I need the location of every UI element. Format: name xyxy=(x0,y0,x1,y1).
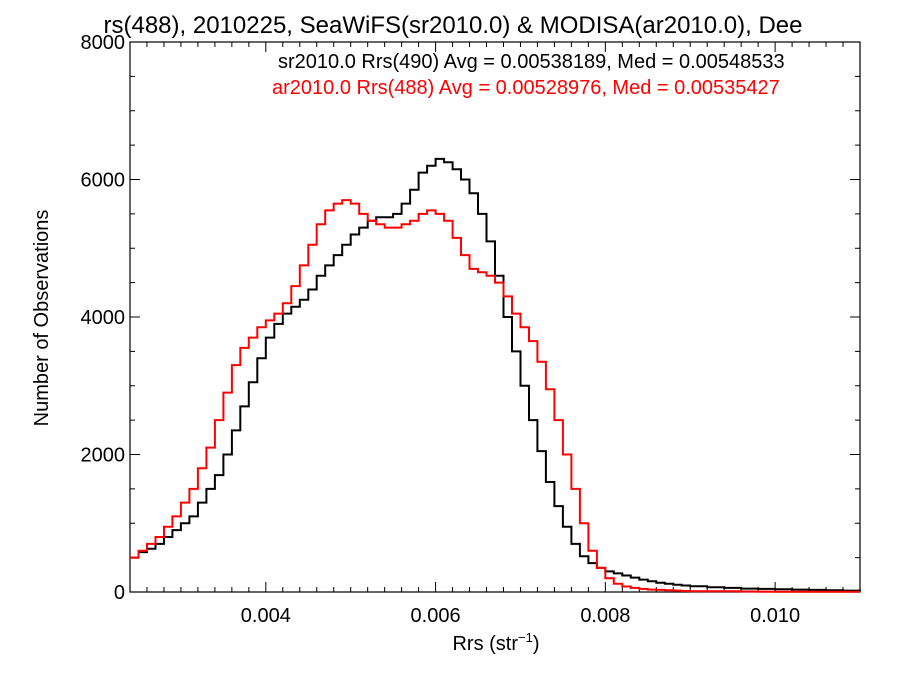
y-tick-label: 2000 xyxy=(81,445,126,467)
plot-axes: 0.004 0.006 0.008 0.010 0 2000 4000 6000 8000 xyxy=(81,32,861,627)
y-tick-label: 4000 xyxy=(81,307,126,329)
y-tick-label: 6000 xyxy=(81,170,126,192)
chart-title: rs(488), 2010225, SeaWiFS(sr2010.0) & MO… xyxy=(104,12,803,39)
x-tick-label: 0.006 xyxy=(411,605,461,627)
series-line-sr2010 xyxy=(130,157,861,592)
x-axis-label-main: Rrs (str xyxy=(452,633,518,655)
x-tick-label: 0.008 xyxy=(580,605,630,627)
x-axis-label-close: ) xyxy=(533,633,540,655)
y-axis-label: Number of Observations xyxy=(31,210,53,427)
series-layer xyxy=(130,157,861,593)
y-tick-label: 8000 xyxy=(81,32,126,54)
x-axis-label: Rrs (str−1) xyxy=(452,630,539,655)
y-tick-label: 0 xyxy=(114,582,125,604)
legend-label-sr2010: sr2010.0 Rrs(490) Avg = 0.00538189, Med … xyxy=(278,51,785,73)
x-tick-label: 0.010 xyxy=(750,605,800,627)
legend-label-ar2010: ar2010.0 Rrs(488) Avg = 0.00528976, Med … xyxy=(272,77,780,99)
series-line-ar2010 xyxy=(130,199,860,593)
x-axis-label-exponent: −1 xyxy=(518,630,533,645)
plot-frame xyxy=(129,41,861,593)
x-tick-label: 0.004 xyxy=(241,605,291,627)
